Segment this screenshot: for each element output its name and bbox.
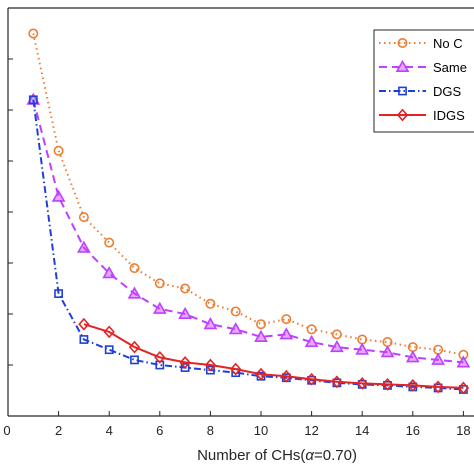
data-point <box>456 355 471 368</box>
x-axis-label: Number of CHs(α=0.70) <box>197 447 357 464</box>
x-tick-label: 18 <box>456 423 470 438</box>
data-point <box>180 363 190 372</box>
data-point <box>230 306 241 317</box>
data-point <box>206 365 215 375</box>
data-point <box>77 240 91 253</box>
legend-marker <box>395 59 410 72</box>
data-point <box>432 380 444 394</box>
data-point <box>179 356 191 369</box>
legend-entry: IDGS <box>379 108 465 123</box>
legend-label: Same <box>433 60 467 75</box>
data-point <box>255 367 267 381</box>
data-point <box>54 289 63 298</box>
x-tick-label: 16 <box>406 423 420 438</box>
series-line <box>83 323 464 389</box>
data-point <box>228 322 243 335</box>
series-layer <box>26 28 471 395</box>
x-tick-label: 10 <box>254 423 268 438</box>
data-point <box>78 212 89 223</box>
x-tick-label: 2 <box>55 423 62 438</box>
data-point <box>431 352 445 365</box>
data-point <box>405 350 420 363</box>
legend-marker <box>398 86 407 96</box>
legend: No C Same DGS IDGS <box>373 29 474 133</box>
data-point <box>330 340 344 353</box>
data-point <box>331 375 343 389</box>
data-point <box>154 278 165 289</box>
data-point <box>205 298 216 309</box>
data-point <box>281 314 292 325</box>
data-point <box>154 350 166 364</box>
data-point <box>230 362 242 376</box>
data-point <box>280 369 292 383</box>
data-point <box>204 358 217 372</box>
data-point <box>305 372 318 386</box>
series-idgs <box>78 317 470 395</box>
data-point <box>331 329 342 340</box>
data-point <box>458 349 469 360</box>
x-tick-label: 8 <box>207 423 214 438</box>
data-point <box>127 286 142 299</box>
data-point <box>104 237 115 248</box>
data-point <box>28 95 38 105</box>
x-tick-label: 0 <box>3 423 10 438</box>
legend-entry: No C <box>379 36 463 51</box>
data-point <box>304 334 319 348</box>
data-point <box>380 345 395 358</box>
data-point <box>28 28 39 39</box>
data-point <box>103 325 115 339</box>
data-point <box>102 266 117 279</box>
data-point <box>130 355 139 365</box>
data-point <box>104 345 114 355</box>
legend-marker <box>397 37 408 48</box>
data-point <box>407 378 419 392</box>
legend-entries: No C Same DGS IDGS <box>379 36 467 123</box>
legend-label: IDGS <box>433 108 465 123</box>
series-same <box>26 92 471 368</box>
data-point <box>129 263 140 274</box>
data-point <box>180 283 191 294</box>
legend-marker <box>396 108 409 122</box>
data-point <box>254 329 268 342</box>
data-point <box>255 319 266 330</box>
x-tick-label: 4 <box>106 423 113 438</box>
x-tick-label: 14 <box>355 423 369 438</box>
data-point <box>203 317 218 330</box>
data-point <box>79 335 89 344</box>
data-point <box>78 317 90 331</box>
data-point <box>381 377 394 391</box>
data-point <box>355 342 370 355</box>
data-point <box>279 327 294 340</box>
legend-label: No C <box>433 36 463 51</box>
legend-entry: Same <box>379 59 467 75</box>
data-point <box>152 301 167 314</box>
tick-layer: 0 2 4 6 8 10 12 14 16 18 <box>3 7 471 438</box>
legend-entry: DGS <box>379 84 462 99</box>
series-line <box>32 33 464 356</box>
legend-label: DGS <box>433 84 462 99</box>
data-point <box>53 145 64 156</box>
data-point <box>128 340 141 354</box>
x-tick-label: 12 <box>304 423 318 438</box>
data-point <box>178 306 192 320</box>
data-point <box>457 381 470 395</box>
data-point <box>306 324 317 335</box>
x-tick-label: 6 <box>156 423 163 438</box>
data-point <box>356 376 368 390</box>
data-point <box>51 189 66 202</box>
series-line <box>32 99 464 364</box>
